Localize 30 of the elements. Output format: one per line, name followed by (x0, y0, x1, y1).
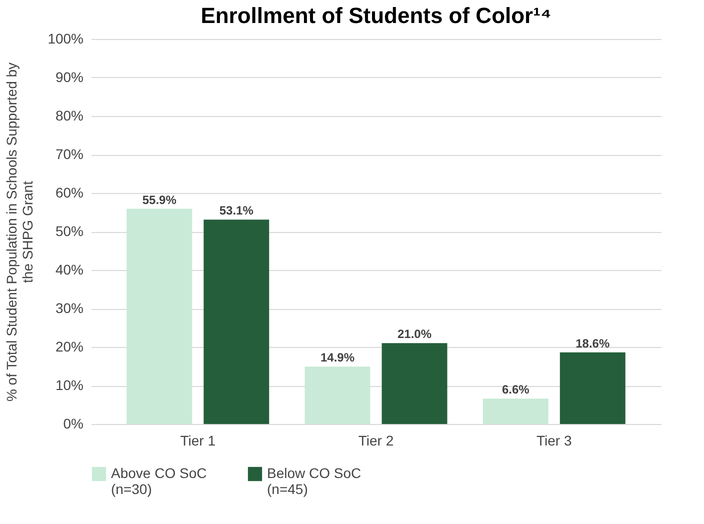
y-tick-label: 80% (55, 108, 84, 124)
data-label: 6.6% (502, 382, 530, 397)
data-label: 55.9% (142, 192, 177, 207)
x-tick-label: Tier 2 (358, 432, 394, 448)
data-label: 21.0% (398, 327, 432, 342)
bar (482, 398, 548, 424)
y-tick-label: 20% (55, 338, 84, 354)
y-tick-label: 50% (55, 223, 84, 239)
legend-label: Below CO SoC (n=45) (267, 465, 362, 497)
y-tick-label: 100% (48, 30, 84, 46)
y-tick-label: 30% (55, 300, 84, 316)
bar (204, 220, 270, 424)
bar (126, 208, 192, 424)
chart-title: Enrollment of Students of Color¹⁴ (200, 3, 552, 28)
y-tick-label: 0% (63, 416, 84, 432)
y-tick-label: 60% (55, 184, 84, 200)
legend-label: Above CO SoC (n=30) (111, 465, 207, 497)
bar (560, 352, 626, 424)
y-axis-title: % of Total Student Population in Schools Supported by the SHPG Grant (4, 62, 36, 402)
y-tick-label: 90% (55, 69, 84, 85)
x-tick-label: Tier 3 (536, 432, 572, 448)
data-label: 18.6% (576, 336, 610, 350)
bar (304, 366, 370, 424)
bar (382, 343, 448, 424)
data-label: 53.1% (219, 204, 254, 218)
y-tick-label: 40% (55, 262, 84, 278)
data-label: 14.9% (320, 350, 355, 365)
y-tick-label: 10% (55, 377, 84, 393)
y-tick-label: 70% (55, 146, 84, 162)
x-tick-label: Tier 1 (180, 432, 216, 448)
